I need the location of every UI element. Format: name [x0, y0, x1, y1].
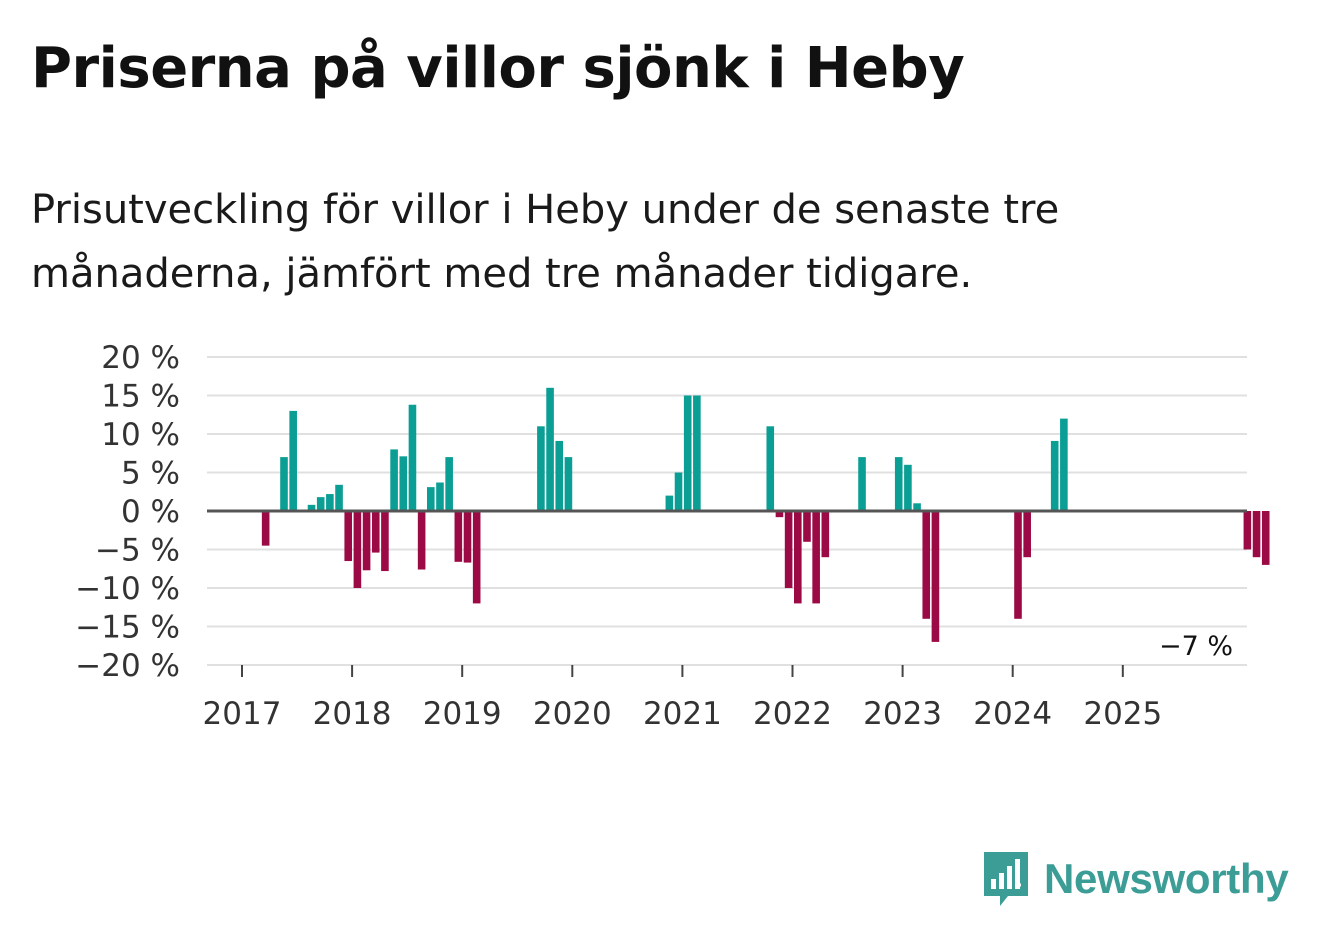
last-value-label: −7 %: [1159, 631, 1233, 662]
bar: [1261, 511, 1270, 565]
y-tick-label: −5 %: [95, 533, 180, 569]
bar: [904, 464, 912, 511]
bar: [564, 457, 573, 511]
x-tick-label: 2024: [973, 696, 1052, 732]
bar: [1014, 511, 1022, 619]
bar: [1060, 418, 1068, 511]
bar: [537, 426, 545, 511]
gridlines: [207, 356, 1247, 666]
bar: [261, 511, 270, 546]
bar: [794, 511, 802, 604]
bars: [207, 387, 1270, 642]
x-tick-label: 2025: [1083, 696, 1162, 732]
bar: [775, 511, 784, 518]
y-tick-label: 10 %: [101, 417, 180, 453]
bar: [463, 511, 472, 563]
bar: [335, 484, 343, 511]
bar: [307, 504, 316, 511]
y-axis-labels: 20 %15 %10 %5 %0 %−5 %−10 %−15 %−20 %: [75, 340, 180, 684]
bar: [812, 511, 820, 604]
chart-subtitle: Prisutveckling för villor i Heby under d…: [31, 187, 1060, 297]
bar: [922, 511, 931, 619]
bar: [894, 457, 903, 511]
bar: [803, 511, 811, 542]
y-tick-label: −15 %: [75, 610, 180, 646]
newsworthy-icon: [984, 852, 1028, 906]
bar: [858, 457, 866, 511]
x-tick-label: 2017: [203, 696, 282, 732]
bar: [390, 449, 398, 511]
y-tick-label: 15 %: [101, 379, 180, 415]
x-tick-label: 2019: [423, 696, 502, 732]
y-tick-label: 0 %: [121, 494, 180, 530]
bar: [1252, 511, 1261, 558]
bar: [381, 511, 389, 572]
brand-name: Newsworthy: [1044, 855, 1289, 902]
bar: [316, 497, 325, 511]
bar: [445, 457, 453, 511]
chart-title: Priserna på villor sjönk i Heby: [31, 36, 965, 101]
y-tick-label: −10 %: [75, 571, 180, 607]
bar: [436, 482, 444, 511]
bar: [362, 511, 371, 571]
bar: [399, 456, 408, 511]
bar: [674, 472, 683, 511]
x-tick-label: 2023: [863, 696, 942, 732]
x-tick-label: 2018: [313, 696, 392, 732]
annotations: −7 %: [1159, 631, 1233, 662]
bar-chart: 20 %15 %10 %5 %0 %−5 %−10 %−15 %−20 % 20…: [75, 340, 1270, 732]
bar: [371, 511, 380, 553]
bar: [683, 395, 692, 511]
x-axis: 2017 2018 2019 2020 2021 2022 2023 2024 2025: [203, 665, 1162, 732]
bar: [546, 387, 554, 511]
bar: [472, 511, 481, 604]
bar: [784, 511, 793, 588]
bar: [821, 511, 830, 558]
bar: [555, 440, 564, 511]
bar: [913, 503, 921, 511]
bar: [1023, 511, 1031, 558]
bar: [417, 511, 426, 570]
bar: [326, 494, 334, 511]
bar: [693, 395, 701, 511]
bar: [280, 457, 288, 511]
bar: [766, 426, 775, 511]
bar: [665, 495, 674, 511]
bar: [289, 410, 297, 511]
y-tick-label: 20 %: [101, 340, 180, 376]
bar: [1050, 440, 1059, 511]
bar: [454, 511, 463, 562]
x-tick-label: 2021: [643, 696, 722, 732]
bar: [931, 511, 940, 642]
y-tick-label: −20 %: [75, 648, 180, 684]
x-tick-label: 2020: [533, 696, 612, 732]
bar: [353, 511, 362, 588]
bar: [408, 404, 417, 511]
y-tick-label: 5 %: [121, 456, 180, 492]
x-tick-label: 2022: [753, 696, 832, 732]
bar: [427, 487, 435, 511]
newsworthy-logo: Newsworthy: [980, 848, 1289, 910]
bar: [344, 511, 353, 562]
bar: [1243, 511, 1252, 550]
